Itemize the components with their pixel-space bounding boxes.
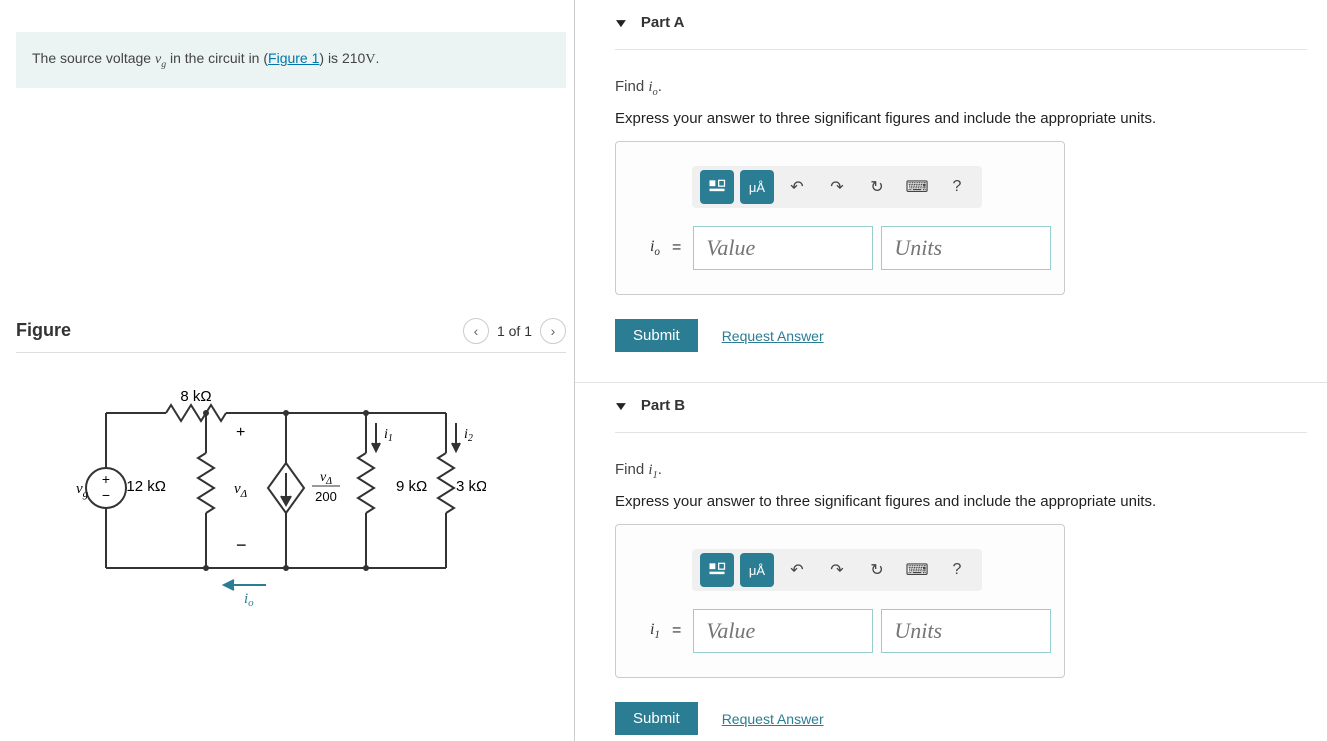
part-b-submit-button[interactable]: Submit [615,702,698,735]
part-b-request-link[interactable]: Request Answer [722,711,824,727]
figure-area: + − 8 kΩ 12 kΩ 9 kΩ 3 kΩ vg + − vΔ vΔ 20… [16,353,566,703]
right-panel: ▼ Part A Find io. Express your answer to… [575,0,1327,741]
equals-sign: = [672,239,681,257]
vg-plus: + [102,471,110,487]
part-b-units-input[interactable] [881,609,1051,653]
part-a-toolbar: μÅ ↶ ↷ ↻ ⌨ ? [692,166,982,208]
caret-down-icon: ▼ [613,399,630,413]
left-panel: The source voltage vg in the circuit in … [0,0,575,741]
part-b-prompt: Find i1. [615,461,1307,481]
part-b-title: Part B [641,397,685,414]
part-a-hint: Express your answer to three significant… [615,110,1307,127]
part-b-header[interactable]: ▼ Part B [615,383,1307,433]
templates-icon[interactable] [700,553,734,587]
reset-icon[interactable]: ↻ [860,553,894,587]
ccvs-num: vΔ [320,470,332,487]
vdelta-minus: − [236,535,247,555]
keyboard-icon[interactable]: ⌨ [900,170,934,204]
stmt-unit: V [365,52,375,67]
i2-label: i2 [464,427,473,444]
figure-next-button[interactable]: › [540,318,566,344]
units-icon[interactable]: μÅ [740,553,774,587]
vdelta-label: vΔ [234,481,247,500]
reset-icon[interactable]: ↻ [860,170,894,204]
stmt-mid: in the circuit in ( [166,50,268,66]
figure-header: Figure ‹ 1 of 1 › [16,318,566,353]
part-a-title: Part A [641,14,685,31]
undo-icon[interactable]: ↶ [780,553,814,587]
circuit-svg: + − 8 kΩ 12 kΩ 9 kΩ 3 kΩ vg + − vΔ vΔ 20… [56,373,486,623]
r1-label: 8 kΩ [180,388,211,405]
templates-icon[interactable] [700,170,734,204]
part-a-prompt: Find io. [615,78,1307,98]
stmt-vg: vg [155,52,166,67]
r4-label: 3 kΩ [456,478,486,495]
r3-label: 9 kΩ [396,478,427,495]
part-a-submit-button[interactable]: Submit [615,319,698,352]
part-b-var-label: i1 [636,621,660,641]
part-b-hint: Express your answer to three significant… [615,493,1307,510]
figure-prev-button[interactable]: ‹ [463,318,489,344]
redo-icon[interactable]: ↷ [820,553,854,587]
stmt-end: . [375,50,379,66]
part-b-submit-row: Submit Request Answer [615,702,1307,735]
vdelta-plus: + [236,424,245,441]
part-b-toolbar: μÅ ↶ ↷ ↻ ⌨ ? [692,549,982,591]
part-a-var-label: io [636,238,660,258]
figure-heading: Figure [16,320,71,341]
help-icon[interactable]: ? [940,553,974,587]
equals-sign: = [672,622,681,640]
figure-link[interactable]: Figure 1 [268,50,319,66]
undo-icon[interactable]: ↶ [780,170,814,204]
part-b-value-input[interactable] [693,609,873,653]
circuit-figure: + − 8 kΩ 12 kΩ 9 kΩ 3 kΩ vg + − vΔ vΔ 20… [16,353,566,646]
help-icon[interactable]: ? [940,170,974,204]
figure-pager: 1 of 1 [497,323,532,339]
part-a-answer-row: io = [636,226,1034,270]
keyboard-icon[interactable]: ⌨ [900,553,934,587]
vg-minus: − [102,487,110,503]
figure-nav: ‹ 1 of 1 › [463,318,566,344]
part-b-answer-row: i1 = [636,609,1034,653]
part-a-value-input[interactable] [693,226,873,270]
stmt-text: The source voltage [32,50,155,66]
part-a-submit-row: Submit Request Answer [615,319,1307,352]
units-icon[interactable]: μÅ [740,170,774,204]
part-a-answer-box: μÅ ↶ ↷ ↻ ⌨ ? io = [615,141,1065,295]
part-b-answer-box: μÅ ↶ ↷ ↻ ⌨ ? i1 = [615,524,1065,678]
part-a-header[interactable]: ▼ Part A [615,0,1307,50]
caret-down-icon: ▼ [613,16,630,30]
io-label: io [244,591,254,609]
part-b-section: ▼ Part B Find i1. Express your answer to… [575,383,1327,741]
r2-label: 12 kΩ [126,478,166,495]
stmt-suffix: ) is 210 [319,50,365,66]
part-a-request-link[interactable]: Request Answer [722,328,824,344]
part-a-units-input[interactable] [881,226,1051,270]
part-a-section: ▼ Part A Find io. Express your answer to… [575,0,1327,383]
ccvs-den: 200 [315,489,337,504]
redo-icon[interactable]: ↷ [820,170,854,204]
problem-statement: The source voltage vg in the circuit in … [16,32,566,88]
i1-label: i1 [384,427,393,444]
